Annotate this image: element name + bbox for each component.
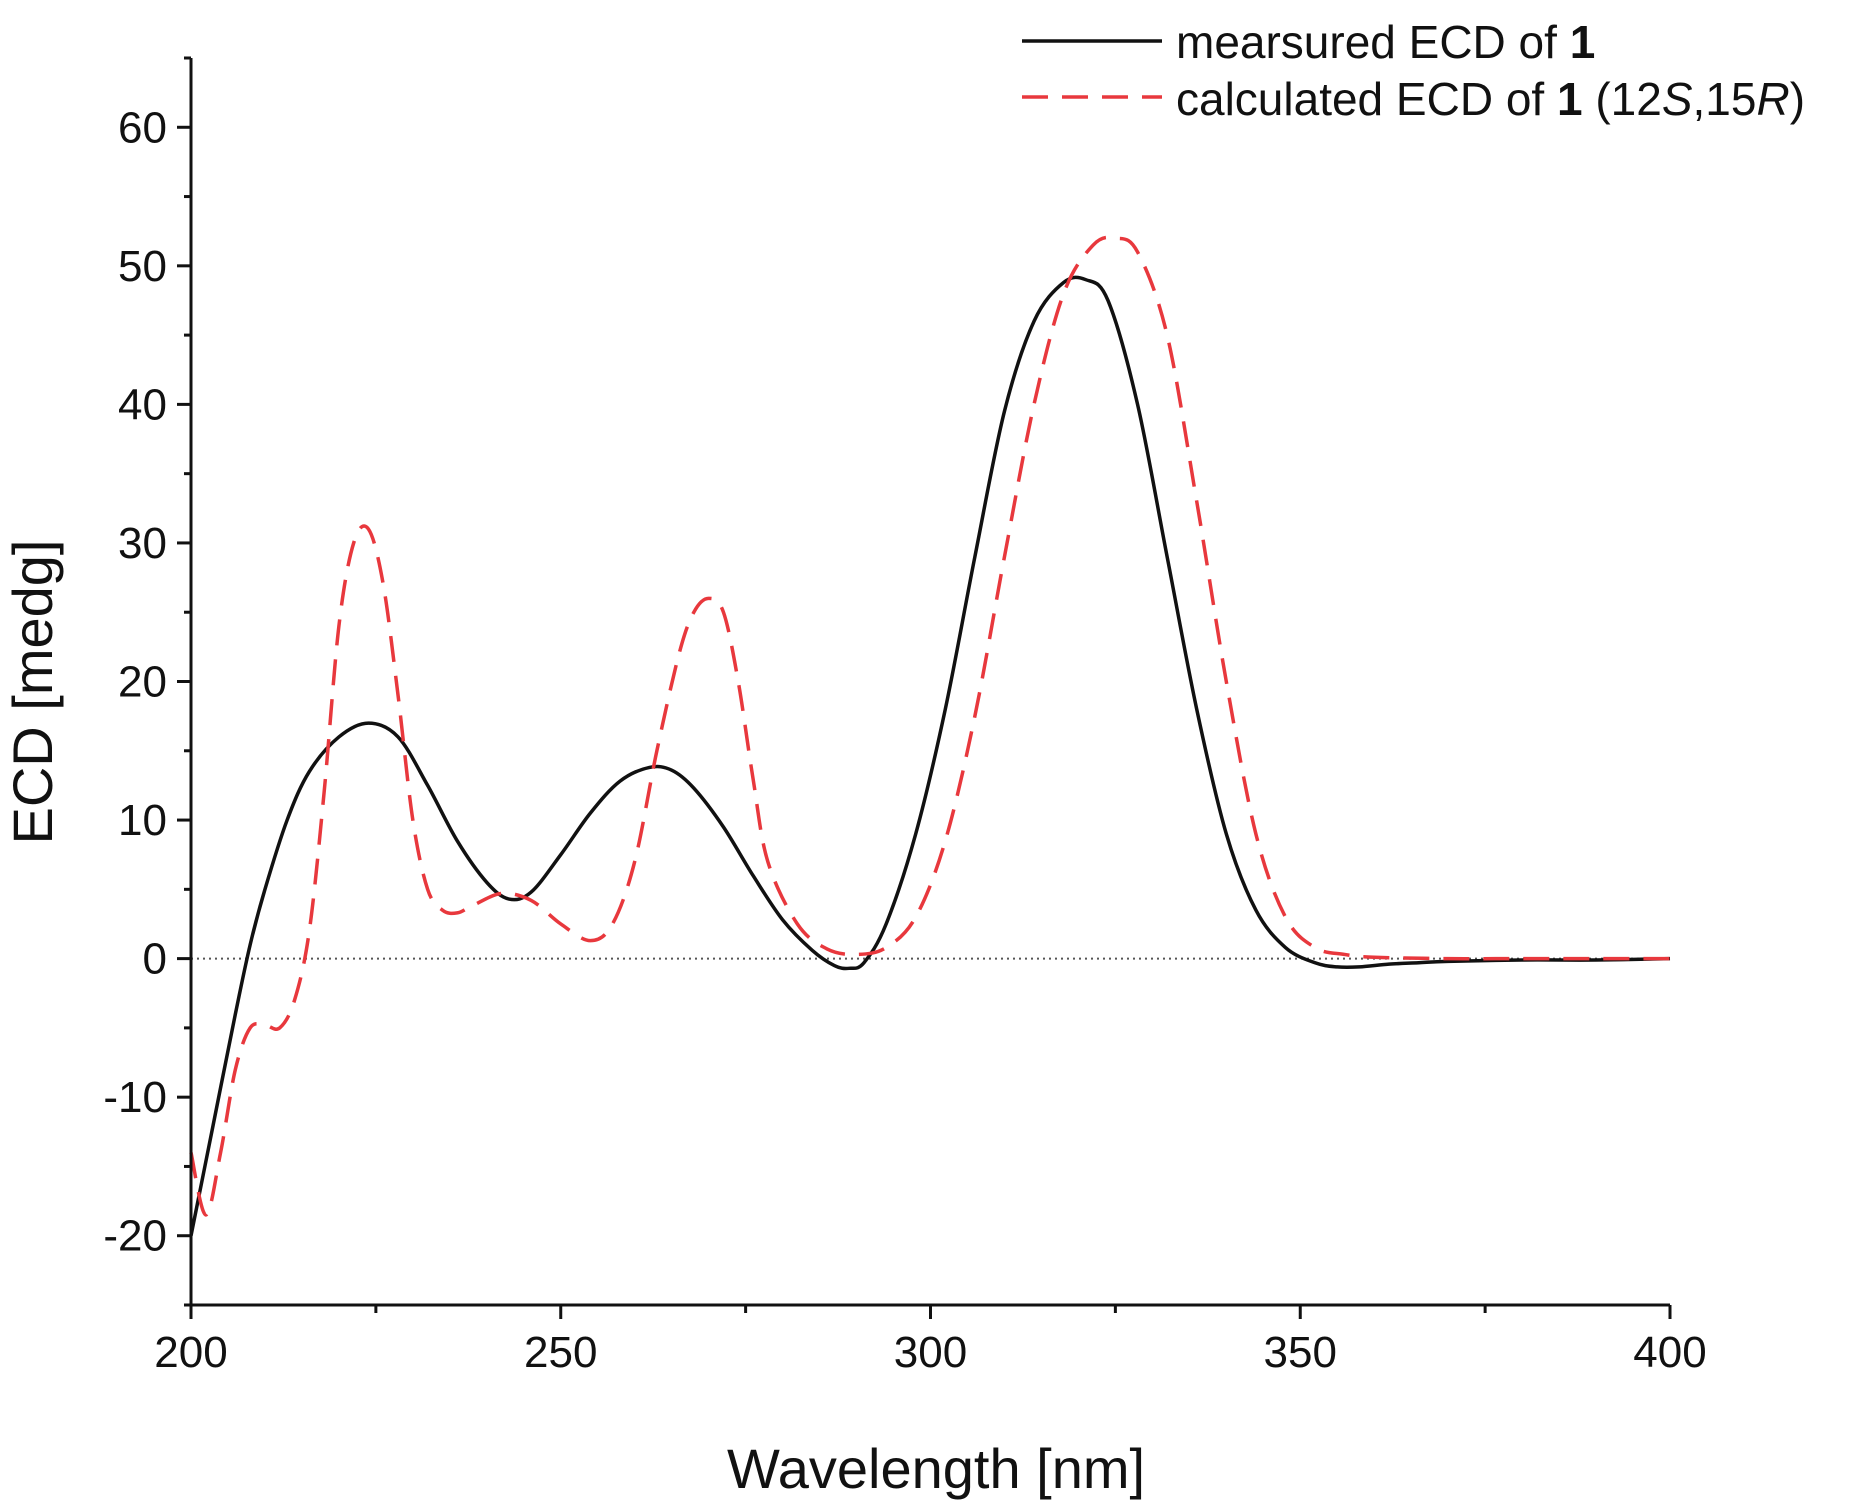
legend-label-measured: mearsured ECD of 1 xyxy=(1176,16,1595,68)
y-tick-label: 50 xyxy=(118,242,167,291)
y-tick-label: 40 xyxy=(118,380,167,429)
x-tick-label: 400 xyxy=(1633,1328,1706,1377)
series-line-measured xyxy=(189,275,1671,1237)
y-tick-label: 0 xyxy=(143,935,167,984)
x-tick-label: 200 xyxy=(154,1328,227,1377)
y-axis-title: ECD [medg] xyxy=(1,540,64,845)
y-tick-label: -20 xyxy=(103,1212,167,1261)
legend-label-calculated: calculated ECD of 1 (12S,15R) xyxy=(1176,73,1805,125)
y-tick-label: 60 xyxy=(118,103,167,152)
y-tick-label: 30 xyxy=(118,519,167,568)
x-ticks: 200 250 300 350 400 xyxy=(154,1305,1707,1377)
y-tick-label: 20 xyxy=(118,658,167,707)
x-tick-label: 350 xyxy=(1264,1328,1337,1377)
x-tick-label: 300 xyxy=(894,1328,967,1377)
y-tick-label: -10 xyxy=(103,1073,167,1122)
y-ticks: -20 -10 0 10 20 30 40 50 60 xyxy=(103,56,191,1307)
x-axis-title: Wavelength [nm] xyxy=(727,1437,1145,1500)
y-tick-label: 10 xyxy=(118,796,167,845)
x-tick-label: 250 xyxy=(524,1328,597,1377)
legend: mearsured ECD of 1 calculated ECD of 1 (… xyxy=(1022,16,1805,125)
series-line-calculated xyxy=(189,235,1670,1217)
